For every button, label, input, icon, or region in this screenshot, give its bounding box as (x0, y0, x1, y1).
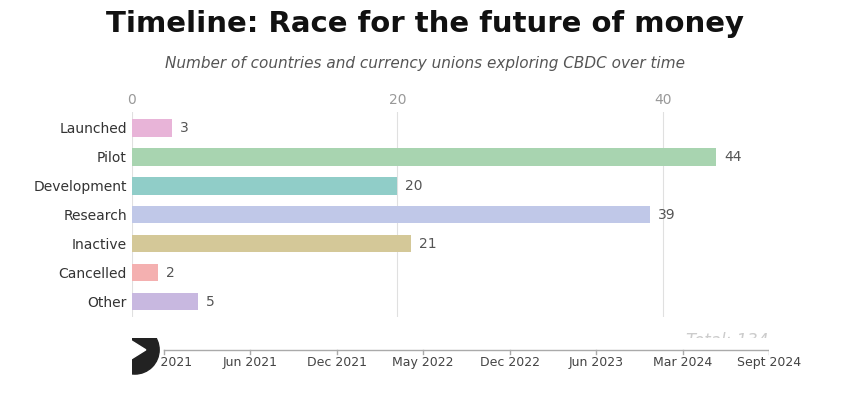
Text: 2: 2 (167, 266, 175, 280)
Bar (132, 264, 158, 281)
Text: Mar 2024: Mar 2024 (653, 356, 712, 369)
Text: Total: 134: Total: 134 (686, 332, 768, 349)
Bar (132, 235, 411, 252)
Text: Apr 2021: Apr 2021 (135, 356, 192, 369)
Bar (132, 206, 649, 223)
Ellipse shape (110, 326, 159, 374)
Bar (132, 119, 172, 137)
Bar (132, 177, 397, 195)
Text: Dec 2021: Dec 2021 (307, 356, 366, 369)
Bar (132, 148, 716, 166)
Text: Timeline: Race for the future of money: Timeline: Race for the future of money (106, 10, 744, 38)
Text: 20: 20 (405, 179, 422, 193)
Text: 5: 5 (206, 295, 215, 309)
Text: 44: 44 (724, 150, 741, 164)
Text: Dec 2022: Dec 2022 (479, 356, 540, 369)
Text: 21: 21 (418, 237, 436, 251)
Text: 39: 39 (658, 208, 675, 222)
Polygon shape (128, 339, 146, 361)
Text: Jun 2021: Jun 2021 (223, 356, 278, 369)
Text: Sept 2024: Sept 2024 (737, 356, 802, 369)
Text: May 2022: May 2022 (393, 356, 454, 369)
Text: Number of countries and currency unions exploring CBDC over time: Number of countries and currency unions … (165, 56, 685, 71)
Text: 3: 3 (179, 121, 189, 135)
Bar (132, 293, 198, 310)
Text: Jun 2023: Jun 2023 (569, 356, 624, 369)
